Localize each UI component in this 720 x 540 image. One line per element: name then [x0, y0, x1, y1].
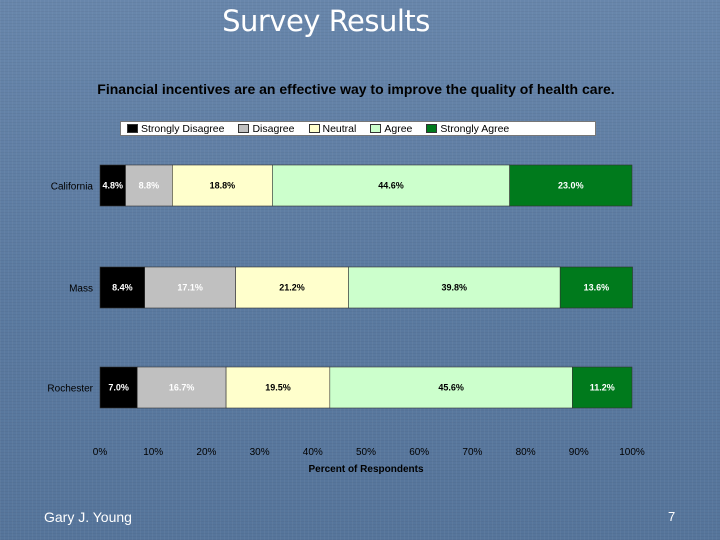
bar-segment — [272, 164, 510, 207]
x-tick-label: 50% — [356, 447, 376, 458]
bar-segment — [99, 164, 126, 207]
x-tick-label: 90% — [569, 447, 589, 458]
x-tick-label: 60% — [409, 447, 429, 458]
data-label: 8.8% — [139, 181, 160, 191]
legend-item-neutral: Neutral — [308, 122, 357, 135]
legend-label: Agree — [384, 122, 413, 135]
slide-title: Survey Results — [222, 4, 430, 38]
x-tick-label: 10% — [143, 447, 163, 458]
data-label: 18.8% — [210, 181, 236, 191]
x-tick-label: 80% — [516, 447, 536, 458]
bar-segment — [509, 164, 633, 207]
data-label: 19.5% — [265, 383, 291, 393]
bar-segment — [225, 366, 331, 409]
bar-segment — [99, 366, 138, 409]
legend-item-strongly-agree: Strongly Agree — [426, 123, 509, 135]
slide-number: 7 — [668, 509, 676, 524]
data-label: 39.8% — [442, 283, 468, 293]
legend-swatch — [127, 124, 138, 133]
legend-item-disagree: Disagree — [238, 122, 295, 135]
legend-label: Neutral — [322, 122, 357, 135]
x-axis-title: Percent of Respondents — [308, 464, 423, 475]
bar-segment — [235, 266, 349, 309]
data-label: 44.6% — [378, 181, 404, 191]
data-label: 7.0% — [108, 383, 129, 393]
x-tick-label: 70% — [462, 447, 482, 458]
legend-swatch — [238, 124, 250, 133]
data-label: 4.8% — [103, 181, 124, 191]
category-label: Mass — [69, 284, 93, 295]
data-label: 11.2% — [590, 383, 615, 393]
data-label: 17.1% — [177, 283, 203, 293]
legend-label: Strongly Agree — [440, 122, 510, 135]
x-tick-label: 0% — [93, 447, 108, 458]
data-label: 8.4% — [112, 283, 133, 293]
chart-title: Financial incentives are an effective wa… — [97, 81, 615, 97]
legend-swatch — [308, 124, 320, 133]
category-label: California — [51, 182, 94, 193]
bar-segment — [125, 164, 173, 207]
x-tick-label: 30% — [250, 447, 270, 458]
x-tick-label: 100% — [619, 447, 645, 458]
chart-legend: Strongly Disagree Disagree Neutral Agree… — [120, 121, 596, 136]
data-label: 16.7% — [169, 383, 195, 393]
bar-segment — [144, 266, 236, 309]
bar-segment — [559, 266, 633, 309]
data-label: 45.6% — [438, 383, 464, 393]
legend-label: Strongly Disagree — [141, 122, 225, 135]
legend-item-strongly-disagree: Strongly Disagree — [127, 123, 224, 135]
data-label: 21.2% — [279, 283, 305, 293]
bar-segment — [329, 366, 573, 409]
legend-item-agree: Agree — [370, 123, 412, 135]
x-tick-label: 40% — [303, 447, 323, 458]
legend-label: Disagree — [252, 122, 295, 135]
data-label: 23.0% — [558, 181, 584, 191]
legend-swatch — [370, 124, 382, 133]
x-tick-label: 20% — [196, 447, 216, 458]
bar-segment — [348, 266, 561, 309]
footer-author: Gary J. Young — [44, 509, 132, 525]
legend-swatch — [426, 124, 438, 133]
bar-segment — [136, 366, 227, 409]
bar-segment — [572, 366, 633, 409]
category-label: Rochester — [47, 384, 93, 395]
data-label: 13.6% — [584, 283, 610, 293]
